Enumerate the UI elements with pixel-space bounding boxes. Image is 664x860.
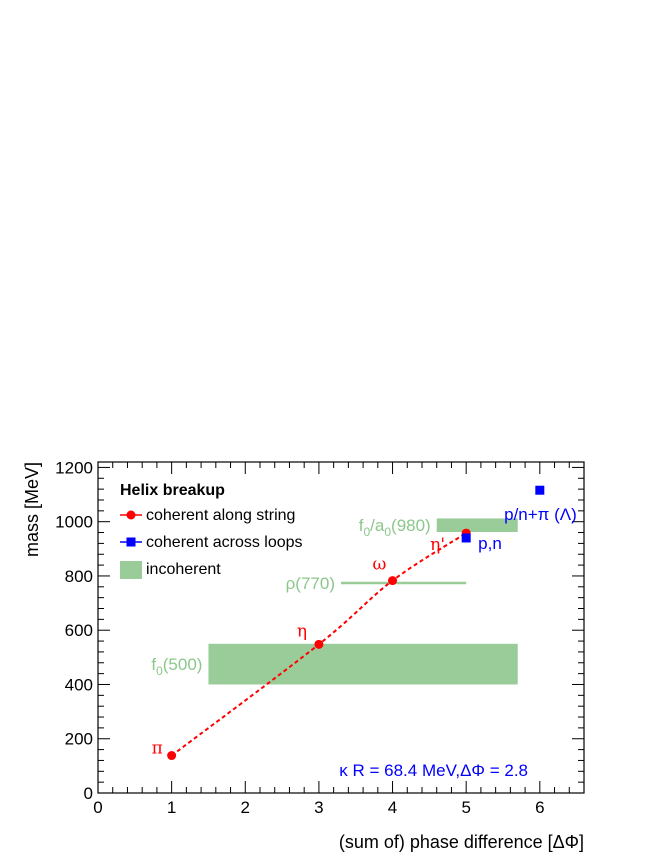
curve-layer xyxy=(171,532,467,757)
x-tick-label-0: 0 xyxy=(93,798,102,817)
points-layer xyxy=(167,485,545,761)
labels-layer: f0(500) ρ(770) f0/a0(980) π η ω η' p,np/n+π (Λ) xyxy=(151,505,576,758)
point-label-1: η xyxy=(297,621,307,641)
legend-marker-0 xyxy=(126,510,136,520)
y-tick-label-2: 400 xyxy=(65,675,93,694)
x-tick-label-6: 6 xyxy=(535,798,544,817)
band-label-0: f0(500) xyxy=(151,655,202,678)
point-label-blue-1: p/n+π (Λ) xyxy=(504,505,577,524)
band-0 xyxy=(208,643,518,685)
band-label-1: ρ(770) xyxy=(286,574,335,593)
y-tick-label-6: 1200 xyxy=(55,458,93,477)
data-point-blue-0 xyxy=(461,533,471,543)
point-label-blue-0: p,n xyxy=(478,534,502,553)
y-tick-label-5: 1000 xyxy=(55,513,93,532)
legend-marker-1 xyxy=(126,537,136,547)
data-point-blue-1 xyxy=(535,485,545,495)
band-2 xyxy=(436,518,518,532)
x-tick-label-2: 2 xyxy=(241,798,250,817)
plot-frame xyxy=(97,461,585,794)
legend-label-0: coherent along string xyxy=(146,507,295,524)
data-point-red-0 xyxy=(167,751,177,761)
point-label-3: η' xyxy=(430,535,445,555)
legend-label-2: incoherent xyxy=(146,561,221,578)
y-axis-title: mass [MeV] xyxy=(22,462,42,557)
y-tick-label-0: 0 xyxy=(84,784,93,803)
band-1 xyxy=(341,581,467,585)
y-tick-label-4: 800 xyxy=(65,567,93,586)
x-tick-label-4: 4 xyxy=(388,798,397,817)
legend-label-1: coherent across loops xyxy=(146,534,303,551)
legend-marker-2 xyxy=(120,561,142,579)
legend-title: Helix breakup xyxy=(120,482,225,499)
legend: Helix breakup coherent along string cohere… xyxy=(120,482,303,579)
x-tick-label-3: 3 xyxy=(314,798,323,817)
x-axis-title: (sum of) phase difference [ΔΦ] xyxy=(339,832,584,852)
y-tick-label-1: 200 xyxy=(65,730,93,749)
series-line-coherent-along-string xyxy=(171,532,467,757)
ticks-layer: 0 1 2 3 4 5 6 0 200 400 600 800 1000 1200 xyxy=(55,458,585,817)
bands-layer xyxy=(208,518,518,685)
point-label-2: ω xyxy=(373,555,387,575)
point-label-0: π xyxy=(152,739,163,759)
y-tick-label-3: 600 xyxy=(65,621,93,640)
data-point-red-1 xyxy=(314,639,324,649)
data-point-red-2 xyxy=(388,576,398,586)
x-tick-label-5: 5 xyxy=(461,798,470,817)
x-tick-label-1: 1 xyxy=(167,798,176,817)
fit-annotation: κ R = 68.4 MeV,ΔΦ = 2.8 xyxy=(339,761,528,780)
band-label-2: f0/a0(980) xyxy=(359,516,431,539)
